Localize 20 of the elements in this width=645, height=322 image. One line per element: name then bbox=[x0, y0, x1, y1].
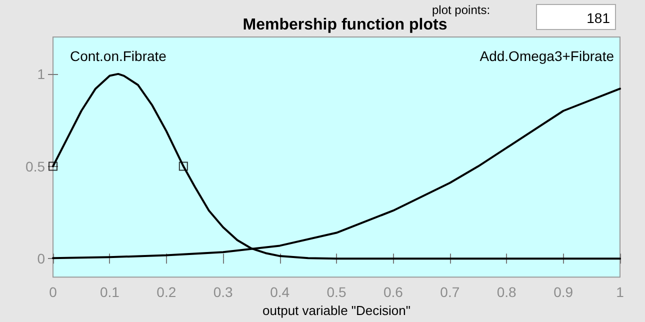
x-tick-label: 0.2 bbox=[156, 284, 176, 300]
x-tick-label: 0.8 bbox=[496, 284, 517, 300]
x-axis-title: output variable "Decision" bbox=[262, 303, 411, 318]
x-tick-label: 0.3 bbox=[213, 284, 234, 300]
x-tick-label: 0.5 bbox=[326, 284, 346, 300]
y-tick-label: 0.5 bbox=[26, 158, 46, 174]
x-tick-label: 1 bbox=[616, 284, 624, 300]
text-field: 181 bbox=[536, 4, 616, 30]
chart-title: Membership function plots bbox=[242, 16, 448, 34]
x-tick-label: 0 bbox=[49, 284, 58, 300]
series-label: Add.Omega3+Fibrate bbox=[480, 48, 614, 64]
x-tick-label: 0.1 bbox=[100, 284, 120, 300]
y-tick-label: 1 bbox=[37, 66, 46, 82]
x-tick-label: 0.7 bbox=[440, 284, 460, 300]
series-label: Cont.on.Fibrate bbox=[70, 48, 167, 64]
text: plot points: bbox=[432, 3, 490, 17]
x-tick-label: 0.6 bbox=[383, 284, 404, 300]
x-tick-label: 0.9 bbox=[554, 284, 574, 300]
x-tick-label: 0.4 bbox=[270, 284, 290, 300]
y-tick-label: 0 bbox=[37, 250, 46, 267]
